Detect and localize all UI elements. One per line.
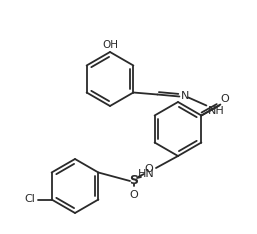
Text: O: O <box>144 164 153 174</box>
Text: N: N <box>180 91 189 101</box>
Text: S: S <box>130 173 139 186</box>
Text: NH: NH <box>207 106 224 117</box>
Text: Cl: Cl <box>25 194 36 205</box>
Text: O: O <box>130 190 138 200</box>
Text: OH: OH <box>102 40 118 50</box>
Text: O: O <box>221 95 229 105</box>
Text: HN: HN <box>138 169 155 179</box>
